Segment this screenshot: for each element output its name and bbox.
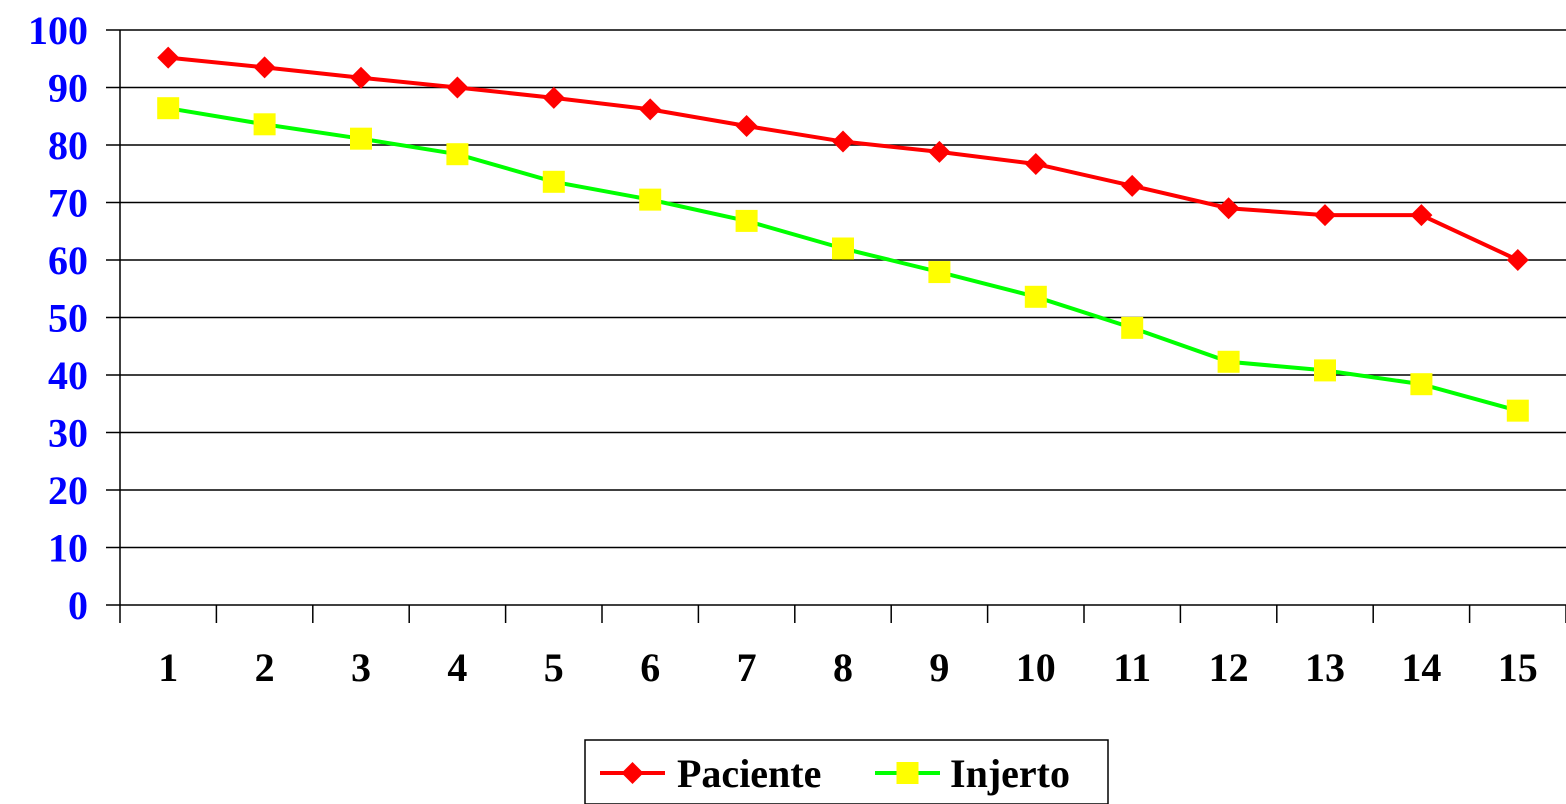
axes — [119, 30, 1566, 606]
data-point-injerto — [253, 113, 276, 136]
y-tick-label: 70 — [48, 181, 88, 226]
data-point-injerto — [446, 143, 469, 166]
x-tick-label: 13 — [1305, 645, 1345, 690]
x-tick-label: 14 — [1401, 645, 1441, 690]
x-tick-label: 9 — [929, 645, 949, 690]
x-tick-label: 8 — [833, 645, 853, 690]
x-tick-label: 12 — [1209, 645, 1249, 690]
series-group — [157, 46, 1529, 422]
data-point-paciente — [157, 46, 180, 69]
x-tick-label: 11 — [1113, 645, 1151, 690]
legend-box — [584, 739, 1109, 804]
legend-marker-injerto — [896, 762, 919, 784]
x-tick-label: 4 — [447, 645, 467, 690]
x-tick-label: 7 — [737, 645, 757, 690]
x-tick-label: 15 — [1498, 645, 1538, 690]
y-tick-label: 40 — [48, 353, 88, 398]
x-tick-label: 1 — [158, 645, 178, 690]
data-point-injerto — [1410, 373, 1433, 396]
data-point-paciente — [446, 76, 469, 99]
data-point-paciente — [735, 115, 758, 138]
data-point-paciente — [832, 130, 854, 153]
legend-label-injerto: Injerto — [950, 751, 1070, 796]
data-point-injerto — [1314, 359, 1336, 382]
x-tick-label: 2 — [255, 645, 275, 690]
legend: Paciente Injerto — [584, 739, 1109, 804]
data-point-injerto — [639, 188, 662, 211]
data-point-paciente — [1121, 174, 1144, 197]
y-tick-label: 10 — [48, 526, 88, 571]
legend-marker-paciente — [621, 762, 644, 784]
y-tick-label: 60 — [48, 238, 88, 283]
y-tick-label: 0 — [68, 583, 88, 628]
data-point-paciente — [639, 98, 662, 121]
y-tick-label: 50 — [48, 296, 88, 341]
data-point-paciente — [928, 140, 951, 163]
data-point-injerto — [1024, 285, 1047, 308]
legend-label-paciente: Paciente — [677, 751, 821, 796]
x-tick-label: 6 — [640, 645, 660, 690]
x-tick-label: 5 — [544, 645, 564, 690]
data-point-paciente — [1314, 204, 1336, 227]
y-tick-label: 20 — [48, 468, 88, 513]
gridlines — [120, 29, 1566, 549]
y-tick-label: 30 — [48, 411, 88, 456]
data-point-paciente — [1217, 197, 1240, 220]
x-tick-label: 3 — [351, 645, 371, 690]
data-point-injerto — [157, 97, 180, 120]
y-tick-label: 90 — [48, 66, 88, 111]
data-point-injerto — [1506, 399, 1529, 422]
x-tick-label: 10 — [1016, 645, 1056, 690]
x-axis-ticks: 1 2 3 4 5 6 7 8 9 10 11 12 13 14 15 — [119, 605, 1566, 690]
y-axis-ticks: 0 10 20 30 40 50 60 70 80 90 100 — [28, 8, 120, 628]
y-tick-label: 80 — [48, 123, 88, 168]
data-point-injerto — [1121, 316, 1144, 339]
data-point-injerto — [735, 209, 758, 232]
data-point-paciente — [1024, 152, 1047, 175]
data-point-injerto — [1217, 350, 1240, 373]
data-point-paciente — [1410, 204, 1433, 227]
data-point-paciente — [542, 86, 565, 109]
data-point-injerto — [350, 127, 372, 150]
data-point-injerto — [928, 261, 951, 284]
data-point-injerto — [832, 237, 854, 260]
data-point-paciente — [253, 56, 276, 79]
y-tick-label: 100 — [28, 8, 88, 53]
data-point-injerto — [542, 170, 565, 193]
data-point-paciente — [1506, 249, 1529, 271]
data-point-paciente — [350, 66, 372, 89]
